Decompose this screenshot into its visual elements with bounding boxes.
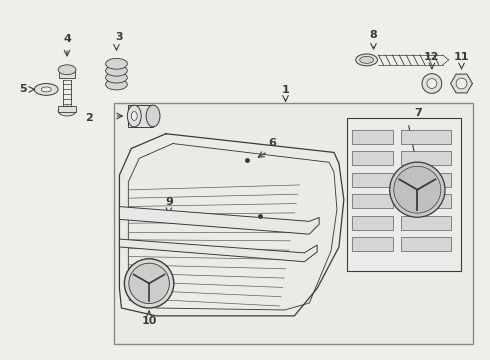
Text: 5: 5 — [19, 84, 26, 94]
Bar — [352, 237, 393, 251]
Polygon shape — [120, 207, 319, 234]
Bar — [352, 216, 393, 230]
Text: 6: 6 — [268, 139, 276, 148]
Text: 10: 10 — [142, 316, 157, 326]
Ellipse shape — [41, 87, 51, 92]
Bar — [352, 194, 393, 208]
Circle shape — [124, 259, 174, 308]
Ellipse shape — [106, 72, 127, 83]
Text: 1: 1 — [282, 85, 290, 95]
Bar — [128, 105, 153, 127]
Circle shape — [456, 78, 467, 89]
Bar — [352, 130, 393, 144]
Text: 12: 12 — [424, 52, 440, 62]
Ellipse shape — [422, 74, 442, 93]
Bar — [58, 106, 76, 112]
Ellipse shape — [106, 79, 127, 90]
Polygon shape — [120, 239, 317, 262]
Bar — [347, 118, 461, 271]
Circle shape — [394, 166, 441, 213]
Ellipse shape — [131, 112, 137, 121]
Ellipse shape — [146, 105, 160, 127]
Text: 3: 3 — [116, 32, 123, 42]
Bar — [59, 70, 75, 78]
Bar — [114, 103, 473, 345]
Text: 4: 4 — [63, 34, 71, 44]
Bar — [401, 216, 451, 230]
Text: 11: 11 — [454, 52, 469, 62]
Bar — [401, 194, 451, 208]
Text: 7: 7 — [414, 108, 422, 118]
Circle shape — [390, 162, 445, 217]
Ellipse shape — [34, 84, 58, 95]
Bar — [401, 237, 451, 251]
Ellipse shape — [58, 106, 76, 116]
Ellipse shape — [360, 57, 373, 63]
Bar — [401, 173, 451, 186]
Polygon shape — [451, 74, 472, 93]
Bar — [401, 130, 451, 144]
Ellipse shape — [427, 78, 437, 89]
Ellipse shape — [58, 65, 76, 75]
Text: 9: 9 — [165, 197, 173, 207]
Circle shape — [129, 263, 170, 303]
Text: 8: 8 — [369, 30, 377, 40]
Ellipse shape — [106, 58, 127, 69]
Bar — [352, 151, 393, 165]
Bar — [401, 151, 451, 165]
Ellipse shape — [106, 65, 127, 76]
Text: 2: 2 — [85, 113, 93, 123]
Bar — [352, 173, 393, 186]
Ellipse shape — [127, 105, 141, 127]
Ellipse shape — [356, 54, 377, 66]
